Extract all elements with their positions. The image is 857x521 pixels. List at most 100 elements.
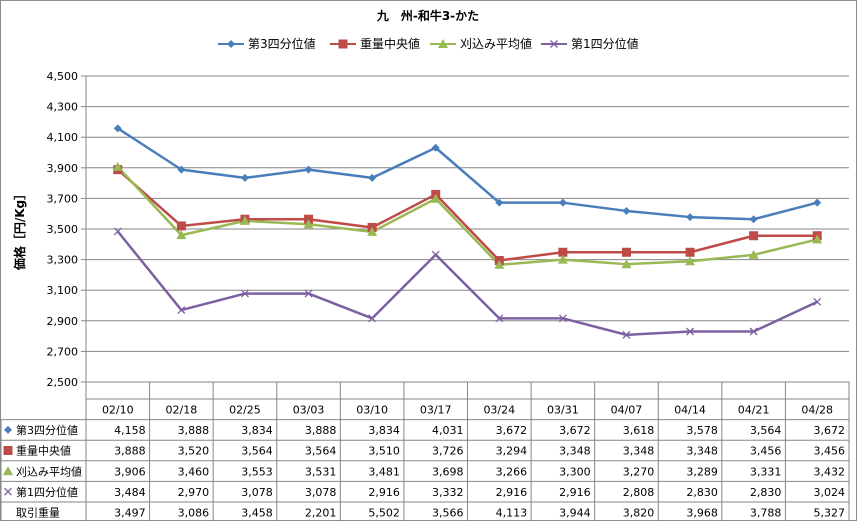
data-label: 3,348 — [559, 445, 591, 458]
legend-entry: 第3四分位値 — [248, 36, 316, 51]
data-label: 3,566 — [432, 507, 464, 520]
chart-title: 九 州-和牛3-かた — [376, 8, 479, 23]
data-label: 3,834 — [368, 424, 400, 437]
data-point — [113, 227, 122, 236]
y-tick-label: 4,100 — [47, 131, 79, 144]
x-tick-label: 02/25 — [229, 404, 261, 417]
data-label: 3,672 — [814, 424, 846, 437]
x-tick-label: 03/10 — [356, 404, 388, 417]
data-point — [176, 221, 186, 231]
legend-marker — [338, 39, 348, 49]
x-tick-label: 03/24 — [483, 404, 515, 417]
data-label: 3,788 — [750, 507, 782, 520]
data-point — [557, 254, 568, 264]
y-tick-label: 3,700 — [47, 192, 79, 205]
y-tick-label: 3,100 — [47, 284, 79, 297]
data-point — [239, 215, 250, 225]
data-point — [495, 198, 504, 207]
data-label: 3,456 — [814, 445, 846, 458]
data-label: 3,672 — [559, 424, 591, 437]
data-point — [304, 214, 314, 224]
y-tick-label: 2,700 — [47, 345, 79, 358]
data-label: 2,916 — [368, 486, 400, 499]
data-label: 3,332 — [432, 486, 464, 499]
data-point — [177, 165, 186, 174]
data-point — [176, 230, 187, 240]
data-point — [304, 289, 313, 298]
data-label: 3,456 — [750, 445, 782, 458]
data-point — [240, 289, 249, 298]
data-point — [495, 314, 504, 323]
data-point — [177, 306, 186, 315]
data-point — [558, 314, 567, 323]
data-label: 3,484 — [114, 486, 146, 499]
data-point — [622, 206, 631, 215]
data-point — [621, 259, 632, 269]
data-label: 3,834 — [241, 424, 273, 437]
data-point — [558, 247, 568, 257]
data-point — [749, 231, 759, 241]
data-label: 3,906 — [114, 465, 146, 478]
y-tick-label: 2,500 — [47, 376, 79, 389]
data-label: 3,294 — [496, 445, 528, 458]
x-tick-label: 04/21 — [738, 404, 770, 417]
legend-key — [3, 466, 13, 476]
series-line — [116, 168, 818, 262]
data-label: 2,916 — [496, 486, 528, 499]
data-point — [431, 250, 440, 259]
data-label: 3,564 — [305, 445, 337, 458]
y-tick-label: 3,900 — [47, 162, 79, 175]
y-tick-label: 4,500 — [47, 70, 79, 83]
data-label: 3,672 — [496, 424, 528, 437]
legend-entry: 第1四分位値 — [571, 36, 639, 51]
data-label: 3,531 — [305, 465, 337, 478]
legend-entry: 刈込み平均値 — [460, 36, 532, 51]
data-label: 2,830 — [686, 486, 718, 499]
data-label: 3,300 — [559, 465, 591, 478]
data-label: 2,201 — [305, 507, 337, 520]
data-label: 3,289 — [686, 465, 718, 478]
data-point — [558, 198, 567, 207]
data-label: 3,618 — [623, 424, 655, 437]
data-point — [685, 256, 696, 266]
data-label: 3,266 — [496, 465, 528, 478]
data-label: 3,944 — [559, 507, 591, 520]
data-label: 3,270 — [623, 465, 655, 478]
x-tick-label: 02/18 — [166, 404, 198, 417]
data-point — [685, 247, 695, 257]
data-point — [622, 330, 631, 339]
data-label: 3,564 — [750, 424, 782, 437]
legend-marker — [227, 40, 235, 48]
data-label: 3,820 — [623, 507, 655, 520]
data-point — [368, 314, 377, 323]
data-label: 3,698 — [432, 465, 464, 478]
y-tick-label: 3,500 — [47, 223, 79, 236]
legend-key — [4, 425, 12, 434]
x-tick-label: 04/28 — [801, 404, 833, 417]
legend-marker — [550, 40, 558, 48]
data-label: 3,564 — [241, 445, 273, 458]
data-point — [112, 161, 123, 171]
data-label: 3,578 — [686, 424, 718, 437]
x-tick-label: 04/07 — [611, 404, 643, 417]
row-label: 刈込み平均値 — [16, 465, 82, 478]
data-label: 3,553 — [241, 465, 273, 478]
x-tick-label: 02/10 — [102, 404, 134, 417]
data-label: 5,502 — [368, 507, 400, 520]
x-tick-label: 03/31 — [547, 404, 579, 417]
data-label: 2,970 — [178, 486, 210, 499]
data-point — [494, 259, 505, 269]
data-point — [748, 249, 759, 259]
data-label: 3,432 — [814, 465, 846, 478]
data-label: 4,158 — [114, 424, 146, 437]
data-label: 5,327 — [814, 507, 846, 520]
legend-entry: 重量中央値 — [360, 36, 420, 51]
data-label: 3,888 — [114, 445, 146, 458]
data-point — [431, 143, 440, 152]
data-label: 3,024 — [814, 486, 846, 499]
data-label: 2,916 — [559, 486, 591, 499]
row-label: 第1四分位値 — [16, 485, 78, 499]
legend-key — [3, 446, 13, 455]
y-tick-label: 3,300 — [47, 254, 79, 267]
